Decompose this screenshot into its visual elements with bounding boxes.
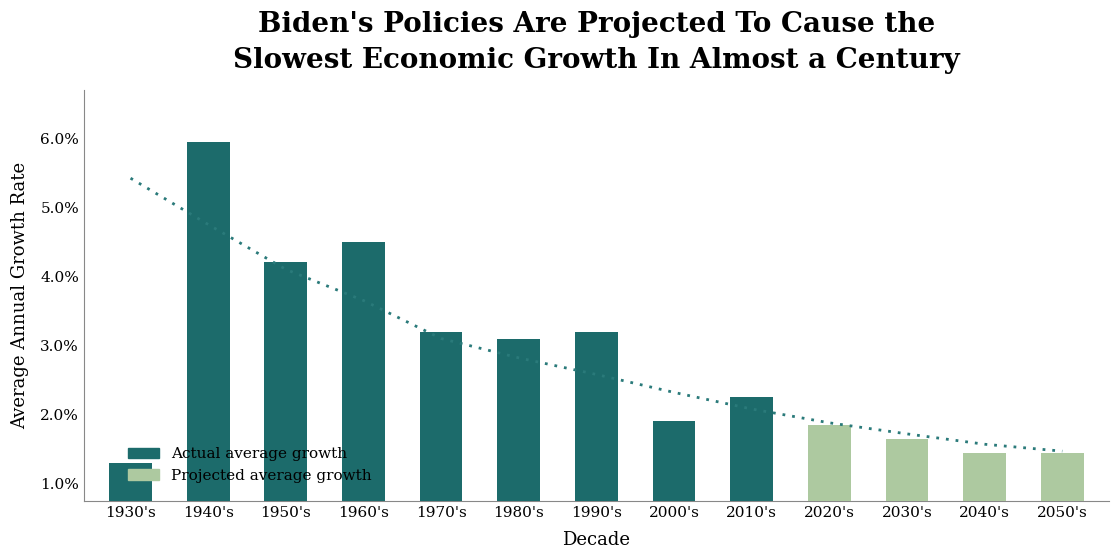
Bar [342,242,385,553]
Bar [187,142,230,553]
Bar [420,332,463,553]
Bar [264,263,307,553]
Bar [1040,452,1084,553]
Bar [653,422,696,553]
Bar [886,438,928,553]
Bar [963,452,1006,553]
Title: Biden's Policies Are Projected To Cause the
Slowest Economic Growth In Almost a : Biden's Policies Are Projected To Cause … [233,11,960,73]
Bar [575,332,618,553]
Bar [808,425,851,553]
Bar [109,463,152,553]
Bar [730,397,773,553]
Bar [497,338,540,553]
Legend: Actual average growth, Projected average growth: Actual average growth, Projected average… [122,441,377,489]
Y-axis label: Average Annual Growth Rate: Average Annual Growth Rate [11,162,29,429]
X-axis label: Decade: Decade [562,531,631,549]
